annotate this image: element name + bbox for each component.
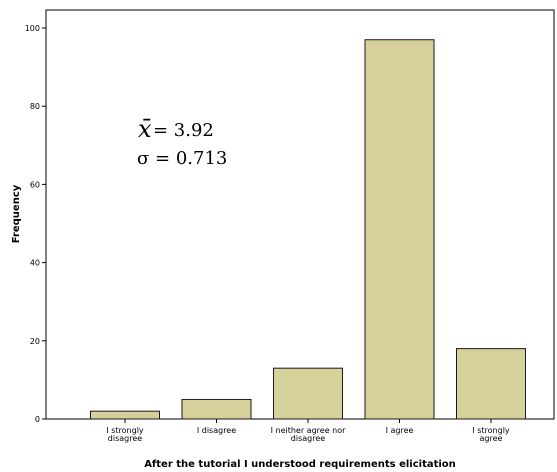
x-category-label: I strongly: [106, 426, 144, 435]
mean-value: = 3.92: [153, 120, 214, 141]
y-tick-label: 40: [30, 259, 40, 268]
y-axis-label: Frequency: [11, 184, 22, 243]
bar: [364, 39, 435, 420]
x-axis-label: After the tutorial I understood requirem…: [144, 459, 456, 470]
stats-annotation: x̄ = 3.92 σ = 0.713: [137, 115, 227, 169]
bar: [90, 410, 160, 420]
x-category-label: I disagree: [197, 426, 236, 435]
y-tick-label: 20: [30, 337, 40, 346]
mean-symbol: x̄: [138, 115, 152, 143]
bar: [181, 398, 252, 420]
x-category-label: I neither agree nor: [271, 426, 347, 435]
bars-group: [90, 39, 526, 420]
bar: [456, 348, 526, 420]
bar: [273, 367, 343, 420]
y-tick-label: 80: [30, 102, 40, 111]
x-category-label: disagree: [291, 434, 325, 443]
sd-value: σ = 0.713: [137, 148, 227, 169]
y-tick-label: 60: [30, 180, 40, 189]
y-tick-label: 100: [25, 24, 40, 33]
x-category-label: disagree: [108, 434, 142, 443]
y-tick-label: 0: [35, 415, 40, 424]
x-category-label: I strongly: [472, 426, 510, 435]
x-category-label: I agree: [386, 426, 414, 435]
x-category-label: agree: [480, 434, 503, 443]
y-axis-ticks: 0 20 40 60 80 100: [25, 24, 46, 424]
